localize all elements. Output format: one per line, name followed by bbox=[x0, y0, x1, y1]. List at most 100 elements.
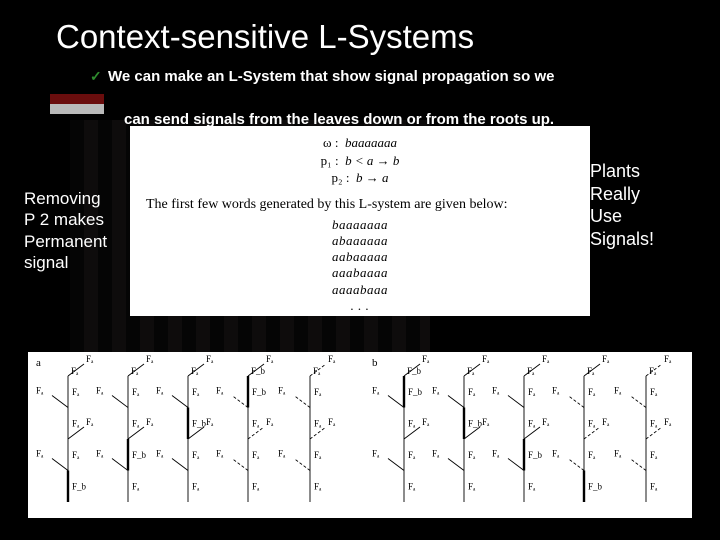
svg-text:Fₐ: Fₐ bbox=[482, 417, 490, 427]
svg-text:Fₐ: Fₐ bbox=[650, 481, 658, 491]
svg-text:Fₐ: Fₐ bbox=[216, 386, 224, 396]
slide-title: Context-sensitive L-Systems bbox=[56, 18, 474, 56]
svg-text:Fₐ: Fₐ bbox=[422, 417, 430, 427]
svg-text:F_b: F_b bbox=[252, 387, 267, 397]
svg-text:F_b: F_b bbox=[132, 450, 147, 460]
svg-text:Fₐ: Fₐ bbox=[492, 449, 500, 459]
svg-text:Fₐ: Fₐ bbox=[192, 387, 200, 397]
svg-text:Fₐ: Fₐ bbox=[468, 481, 476, 491]
svg-text:Fₐ: Fₐ bbox=[372, 449, 380, 459]
svg-text:Fₐ: Fₐ bbox=[432, 386, 440, 396]
svg-text:Fₐ: Fₐ bbox=[72, 450, 80, 460]
svg-text:Fₐ: Fₐ bbox=[408, 481, 416, 491]
svg-text:Fₐ: Fₐ bbox=[467, 366, 475, 376]
svg-text:Fₐ: Fₐ bbox=[432, 449, 440, 459]
decorative-badge bbox=[50, 94, 104, 114]
svg-text:Fₐ: Fₐ bbox=[328, 354, 336, 364]
svg-text:Fₐ: Fₐ bbox=[132, 387, 140, 397]
generated-words: baaaaaaa abaaaaaa aabaaaaa aaabaaaa aaaa… bbox=[140, 217, 580, 315]
svg-text:Fₐ: Fₐ bbox=[278, 449, 286, 459]
svg-text:Fₐ: Fₐ bbox=[372, 386, 380, 396]
svg-text:Fₐ: Fₐ bbox=[313, 366, 321, 376]
svg-text:Fₐ: Fₐ bbox=[649, 366, 657, 376]
svg-text:Fₐ: Fₐ bbox=[72, 387, 80, 397]
svg-text:F_b: F_b bbox=[251, 366, 266, 376]
svg-text:Fₐ: Fₐ bbox=[131, 366, 139, 376]
svg-text:Fₐ: Fₐ bbox=[422, 354, 430, 364]
svg-text:Fₐ: Fₐ bbox=[552, 449, 560, 459]
svg-text:Fₐ: Fₐ bbox=[482, 354, 490, 364]
svg-text:Fₐ: Fₐ bbox=[314, 481, 322, 491]
svg-text:Fₐ: Fₐ bbox=[252, 450, 260, 460]
svg-text:Fₐ: Fₐ bbox=[266, 417, 274, 427]
svg-text:Fₐ: Fₐ bbox=[602, 417, 610, 427]
left-annotation: Removing P 2 makes Permanent signal bbox=[24, 188, 134, 273]
svg-text:Fₐ: Fₐ bbox=[328, 417, 336, 427]
svg-text:Fₐ: Fₐ bbox=[146, 417, 154, 427]
svg-text:F_b: F_b bbox=[407, 366, 422, 376]
svg-text:F_b: F_b bbox=[72, 481, 87, 491]
svg-text:Fₐ: Fₐ bbox=[542, 417, 550, 427]
svg-text:F_b: F_b bbox=[408, 387, 423, 397]
math-panel: ω : baaaaaaa p₁ : b < a → b p₂ : b → a T… bbox=[130, 126, 590, 316]
svg-text:F_b: F_b bbox=[192, 418, 207, 428]
svg-text:Fₐ: Fₐ bbox=[192, 481, 200, 491]
svg-text:Fₐ: Fₐ bbox=[156, 449, 164, 459]
svg-text:Fₐ: Fₐ bbox=[314, 418, 322, 428]
svg-text:Fₐ: Fₐ bbox=[650, 387, 658, 397]
svg-text:Fₐ: Fₐ bbox=[650, 450, 658, 460]
svg-text:F_b: F_b bbox=[468, 418, 483, 428]
svg-text:Fₐ: Fₐ bbox=[314, 450, 322, 460]
svg-text:Fₐ: Fₐ bbox=[602, 354, 610, 364]
svg-text:Fₐ: Fₐ bbox=[664, 417, 672, 427]
svg-text:Fₐ: Fₐ bbox=[266, 354, 274, 364]
svg-text:Fₐ: Fₐ bbox=[192, 450, 200, 460]
svg-text:Fₐ: Fₐ bbox=[206, 417, 214, 427]
svg-text:Fₐ: Fₐ bbox=[252, 418, 260, 428]
svg-text:Fₐ: Fₐ bbox=[664, 354, 672, 364]
bullet-text: ✓ We can make an L-System that show sign… bbox=[108, 66, 700, 130]
svg-text:Fₐ: Fₐ bbox=[132, 481, 140, 491]
svg-text:Fₐ: Fₐ bbox=[650, 418, 658, 428]
right-annotation: Plants Really Use Signals! bbox=[590, 160, 700, 250]
svg-text:Fₐ: Fₐ bbox=[492, 386, 500, 396]
svg-text:Fₐ: Fₐ bbox=[552, 386, 560, 396]
svg-text:Fₐ: Fₐ bbox=[614, 386, 622, 396]
svg-text:Fₐ: Fₐ bbox=[71, 366, 79, 376]
svg-text:Fₐ: Fₐ bbox=[72, 418, 80, 428]
svg-text:Fₐ: Fₐ bbox=[542, 354, 550, 364]
svg-text:Fₐ: Fₐ bbox=[86, 354, 94, 364]
svg-text:Fₐ: Fₐ bbox=[588, 387, 596, 397]
svg-text:Fₐ: Fₐ bbox=[587, 366, 595, 376]
svg-text:Fₐ: Fₐ bbox=[468, 450, 476, 460]
lsystem-rules: ω : baaaaaaa p₁ : b < a → b p₂ : b → a bbox=[140, 134, 580, 187]
svg-text:Fₐ: Fₐ bbox=[252, 481, 260, 491]
svg-text:Fₐ: Fₐ bbox=[528, 418, 536, 428]
svg-text:Fₐ: Fₐ bbox=[527, 366, 535, 376]
tree-diagrams: a b F_bFₐFₐFₐFₐFₐFₐFₐFₐFₐFₐF_bFₐFₐFₐFₐFₐ… bbox=[28, 352, 692, 518]
svg-text:Fₐ: Fₐ bbox=[96, 386, 104, 396]
svg-text:Fₐ: Fₐ bbox=[156, 386, 164, 396]
svg-text:Fₐ: Fₐ bbox=[146, 354, 154, 364]
svg-text:Fₐ: Fₐ bbox=[614, 449, 622, 459]
svg-text:Fₐ: Fₐ bbox=[528, 481, 536, 491]
svg-text:F_b: F_b bbox=[588, 481, 603, 491]
prose-line: The first few words generated by this L-… bbox=[140, 197, 580, 213]
svg-text:Fₐ: Fₐ bbox=[191, 366, 199, 376]
svg-text:Fₐ: Fₐ bbox=[588, 418, 596, 428]
svg-text:Fₐ: Fₐ bbox=[468, 387, 476, 397]
svg-text:Fₐ: Fₐ bbox=[206, 354, 214, 364]
svg-text:Fₐ: Fₐ bbox=[36, 449, 44, 459]
svg-text:Fₐ: Fₐ bbox=[96, 449, 104, 459]
bullet-line-1: We can make an L-System that show signal… bbox=[108, 68, 555, 85]
svg-text:F_b: F_b bbox=[528, 450, 543, 460]
svg-text:Fₐ: Fₐ bbox=[86, 417, 94, 427]
check-icon: ✓ bbox=[90, 67, 102, 87]
svg-text:Fₐ: Fₐ bbox=[132, 418, 140, 428]
svg-text:Fₐ: Fₐ bbox=[216, 449, 224, 459]
panel-b-label: b bbox=[372, 357, 378, 369]
svg-text:Fₐ: Fₐ bbox=[588, 450, 596, 460]
svg-text:Fₐ: Fₐ bbox=[528, 387, 536, 397]
svg-text:Fₐ: Fₐ bbox=[314, 387, 322, 397]
svg-text:Fₐ: Fₐ bbox=[36, 386, 44, 396]
